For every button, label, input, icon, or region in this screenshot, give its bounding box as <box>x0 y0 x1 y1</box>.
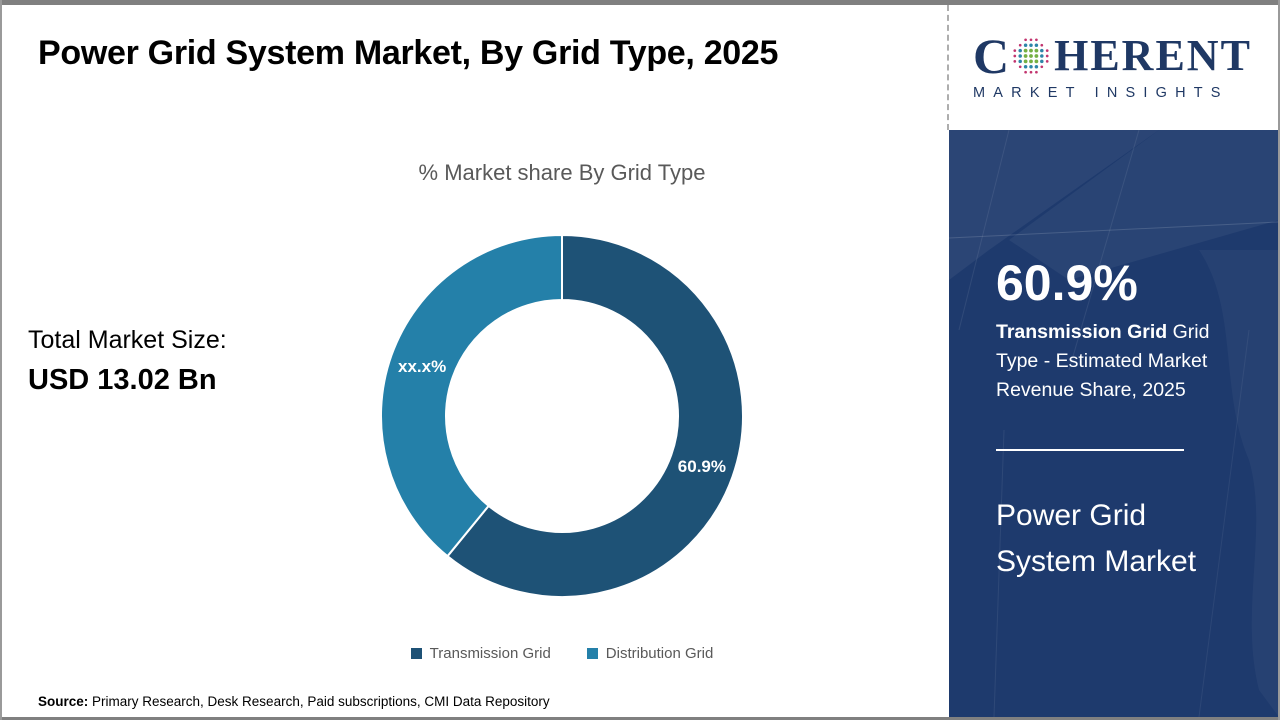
globe-dot <box>1035 38 1038 42</box>
source-label: Source: <box>38 694 89 709</box>
distribution-grid-swatch <box>586 648 598 659</box>
globe-dot <box>1040 48 1044 53</box>
total-market-size-value: USD 13.02 Bn <box>28 364 217 396</box>
globe-dot <box>1023 48 1028 53</box>
globe-dot <box>1034 54 1039 58</box>
globe-dot <box>1029 54 1034 58</box>
brand-letter-c: C <box>973 28 1010 84</box>
globe-dot <box>1024 70 1028 74</box>
sidebar-divider <box>996 449 1184 451</box>
source-note: Source: Primary Research, Desk Research,… <box>38 694 550 709</box>
frame-border-bottom <box>0 717 1280 720</box>
globe-dot <box>1045 60 1049 63</box>
globe-dot <box>1029 43 1033 47</box>
sidebar-stat-description: Transmission Grid Grid Type - Estimated … <box>996 318 1236 405</box>
globe-dot <box>1013 49 1017 52</box>
sidebar-stat-segment-name: Transmission Grid <box>996 321 1168 343</box>
donut-chart: 60.9% xx.x% <box>380 233 744 598</box>
globe-dot <box>1029 65 1033 69</box>
globe-dot <box>1023 54 1028 58</box>
globe-dot <box>1045 49 1049 52</box>
transmission-grid-swatch <box>410 648 422 659</box>
globe-dots-icon <box>1013 38 1049 74</box>
brand-tagline: MARKET INSIGHTS <box>973 85 1229 101</box>
globe-dot <box>1024 38 1028 42</box>
legend-item-transmission-grid: Transmission Grid <box>410 645 551 662</box>
sidebar: 60.9% Transmission Grid Grid Type - Esti… <box>949 130 1278 717</box>
globe-dot <box>1018 54 1023 58</box>
globe-dot <box>1029 48 1034 53</box>
chart-legend: Transmission Grid Distribution Grid <box>202 645 922 662</box>
chart-title: % Market share By Grid Type <box>418 160 706 185</box>
total-market-size-block: Total Market Size: USD 13.02 Bn <box>28 326 227 397</box>
sidebar-stat-value: 60.9% <box>996 255 1138 311</box>
globe-dot <box>1018 59 1023 64</box>
sidebar-content: 60.9% Transmission Grid Grid Type - Esti… <box>949 130 1278 585</box>
frame-border-left <box>0 0 2 720</box>
frame-border-right <box>1278 0 1280 720</box>
globe-dot <box>1029 70 1033 74</box>
page-title: Power Grid System Market, By Grid Type, … <box>38 34 779 72</box>
globe-dot <box>1029 59 1034 64</box>
brand-wordmark: C HERENT <box>973 30 1259 82</box>
sidebar-stat-description-rest: Grid Type - Estimated Market Revenue Sha… <box>996 321 1210 401</box>
frame-border-top <box>0 0 1280 5</box>
globe-dot <box>1034 65 1039 69</box>
globe-dot <box>1013 60 1017 63</box>
donut-slice-distribution-grid <box>380 233 563 558</box>
globe-dot <box>1013 54 1017 58</box>
globe-dot <box>1035 70 1038 74</box>
globe-dot <box>1034 48 1039 53</box>
globe-dot <box>1023 43 1028 47</box>
globe-dot <box>1045 54 1049 58</box>
globe-dot <box>1023 59 1028 64</box>
distribution-grid-legend-label: Distribution Grid <box>605 645 714 662</box>
globe-dot <box>1040 43 1044 47</box>
globe-dot <box>1034 59 1039 64</box>
sidebar-report-title: Power Grid System Market <box>996 499 1197 578</box>
globe-dot <box>1018 65 1022 69</box>
globe-dot <box>1029 38 1033 42</box>
header-dashed-divider <box>947 5 949 130</box>
transmission-grid-legend-label: Transmission Grid <box>429 645 551 662</box>
brand-logo: C HERENT MARKET INSIGHTS <box>973 30 1259 101</box>
legend-item-distribution-grid: Distribution Grid <box>586 645 714 662</box>
globe-dot <box>1040 54 1044 58</box>
brand-letters-herent: HERENT <box>1054 31 1252 80</box>
globe-dot <box>1034 43 1039 47</box>
total-market-size-label: Total Market Size: <box>28 326 227 354</box>
globe-dot <box>1040 65 1044 69</box>
globe-dot <box>1018 48 1023 53</box>
globe-dot <box>1040 59 1044 64</box>
globe-dot <box>1023 65 1028 69</box>
donut-data-label: 60.9% <box>678 457 726 476</box>
donut-slice-transmission-grid <box>446 233 744 598</box>
globe-dot <box>1018 43 1022 47</box>
source-text: Primary Research, Desk Research, Paid su… <box>88 694 550 709</box>
world-map-texture <box>949 130 1278 717</box>
donut-data-label: xx.x% <box>398 357 446 376</box>
